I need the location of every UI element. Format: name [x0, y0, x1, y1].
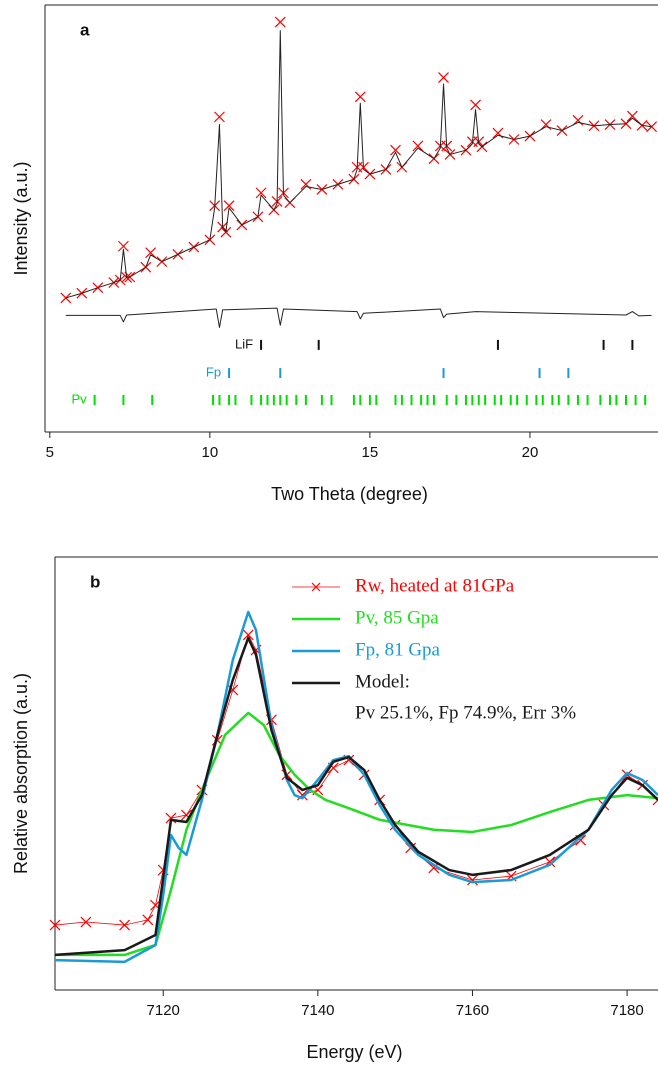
x-tick-label: 7160 — [456, 1002, 489, 1019]
panel-label: b — [90, 572, 100, 591]
legend-label: Fp, 81 Gpa — [355, 639, 441, 660]
series-line — [65, 307, 652, 328]
data-point — [118, 240, 129, 252]
x-tick-label: 5 — [46, 444, 54, 461]
data-point — [428, 862, 440, 874]
data-point — [242, 629, 254, 641]
annotation: Pv 25.1%, Fp 74.9%, Err 3% — [355, 702, 576, 723]
data-point — [142, 914, 154, 926]
y-axis-title: Relative absorption (a.u.) — [11, 673, 31, 874]
y-axis-title: Intensity (a.u.) — [11, 161, 31, 275]
data-point — [470, 99, 481, 111]
legend-label: Pv, 85 Gpa — [355, 607, 439, 628]
x-tick-label: 7180 — [610, 1002, 643, 1019]
data-point — [300, 178, 312, 190]
x-axis-title: Two Theta (degree) — [271, 484, 428, 504]
legend-marker — [311, 582, 321, 592]
x-tick-label: 20 — [522, 444, 539, 461]
x-tick-label: 15 — [362, 444, 379, 461]
series-line — [65, 30, 652, 299]
x-tick-label: 7120 — [147, 1002, 180, 1019]
data-point — [438, 72, 449, 84]
data-point — [540, 119, 552, 130]
x-axis-title: Energy (eV) — [306, 1042, 402, 1062]
x-tick-label: 10 — [202, 444, 219, 461]
x-tick-label: 7140 — [301, 1002, 334, 1019]
phase-label: Pv — [71, 391, 87, 406]
data-point — [412, 140, 424, 152]
data-point — [145, 247, 157, 259]
legend-label: Rw, heated at 81GPa — [355, 575, 515, 596]
phase-label: LiF — [235, 336, 253, 351]
series-line — [54, 636, 658, 957]
data-point — [296, 789, 308, 801]
data-point — [223, 200, 235, 212]
data-point — [119, 919, 131, 931]
data-point — [49, 919, 61, 931]
data-point — [255, 187, 267, 199]
data-point — [214, 111, 225, 123]
data-point — [467, 874, 478, 886]
data-point — [80, 916, 92, 928]
panel-label: a — [80, 20, 90, 39]
data-point — [646, 121, 658, 133]
data-point — [626, 110, 638, 122]
data-point — [390, 144, 401, 156]
series-line — [54, 610, 658, 964]
phase-label: Fp — [206, 365, 221, 380]
legend-label: Model: — [355, 671, 410, 692]
data-point — [274, 16, 286, 28]
series-line — [55, 711, 658, 957]
data-point — [354, 91, 366, 103]
